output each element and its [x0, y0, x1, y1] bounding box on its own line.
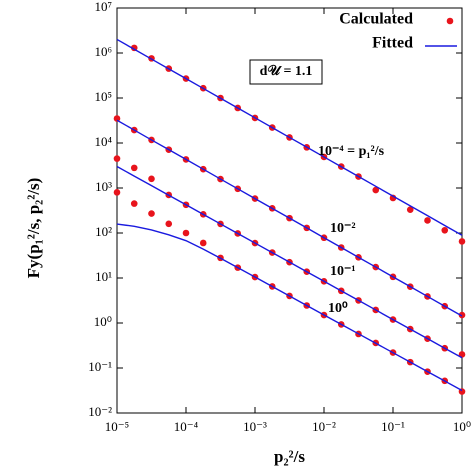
data-point — [130, 200, 138, 207]
data-point — [441, 226, 449, 234]
data-point — [165, 220, 173, 228]
data-point — [113, 155, 121, 162]
x-tick-label: 10⁻² — [312, 419, 336, 434]
legend-swatch — [446, 17, 454, 25]
legend-label: Calculated — [339, 11, 413, 28]
annotation-box — [249, 59, 323, 85]
curve-label: 10⁻² — [330, 221, 356, 236]
x-tick-label: 10⁰ — [453, 419, 471, 434]
data-point — [148, 175, 155, 183]
data-point — [182, 229, 190, 237]
x-tick-label: 10⁻⁵ — [105, 419, 129, 434]
y-tick-label: 10¹ — [95, 269, 112, 284]
y-tick-label: 10⁶ — [94, 44, 112, 59]
data-point — [458, 311, 466, 319]
y-tick-label: 10² — [95, 224, 112, 239]
fitted-line — [116, 223, 463, 392]
x-tick-label: 10⁻¹ — [381, 419, 405, 434]
curve-label: 10⁻⁴ = p₁²/s — [318, 144, 385, 159]
data-point — [372, 186, 380, 194]
x-axis-title: p₂²/s — [274, 447, 305, 466]
y-axis-title: Fy(p₁²/s, p₂²/s) — [24, 178, 43, 279]
x-tick-label: 10⁻³ — [243, 419, 267, 434]
y-tick-label: 10³ — [95, 179, 112, 194]
y-tick-label: 10⁻² — [88, 404, 112, 419]
data-point — [406, 206, 414, 213]
data-point — [148, 210, 155, 217]
plot-frame — [116, 7, 463, 414]
data-point — [130, 164, 138, 172]
fitted-line — [116, 165, 463, 359]
y-tick-label: 10⁴ — [94, 134, 112, 149]
fitted-line — [116, 119, 463, 317]
data-point — [458, 238, 466, 245]
y-tick-label: 10⁰ — [94, 314, 112, 329]
y-tick-label: 10⁷ — [94, 0, 112, 14]
x-tick-label: 10⁻⁴ — [174, 419, 199, 434]
y-tick-label: 10⁻¹ — [88, 359, 112, 374]
data-point — [424, 217, 431, 224]
y-tick-label: 10⁵ — [94, 89, 112, 104]
data-point — [199, 239, 207, 247]
data-point — [113, 189, 121, 196]
fitted-line — [116, 38, 463, 236]
curve-label: 10⁻¹ — [330, 264, 356, 279]
annotation: d𝒰 = 1.1 — [260, 63, 313, 79]
data-point — [113, 115, 121, 122]
legend-label: Fitted — [372, 35, 413, 52]
curve-label: 10⁰ — [328, 301, 348, 316]
